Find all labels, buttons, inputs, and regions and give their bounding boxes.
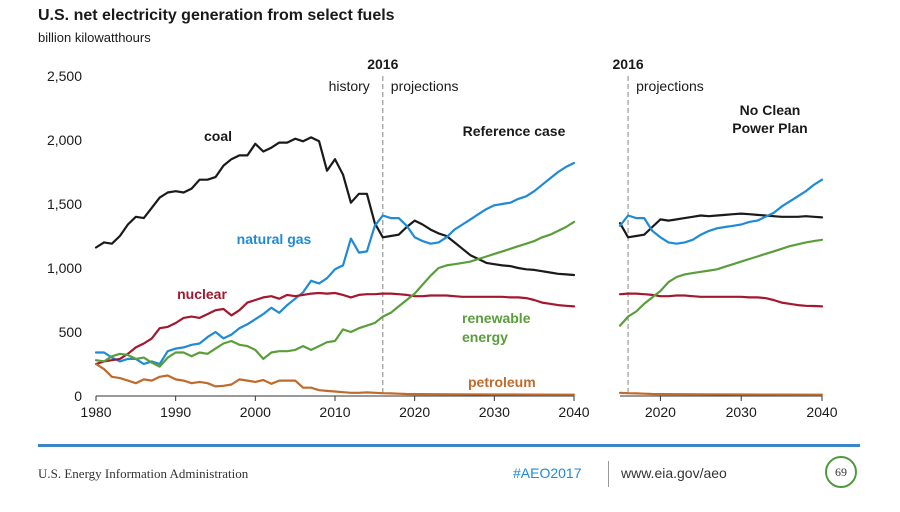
y-tick-label: 2,000 [47,132,82,148]
natural-gas-series-label: natural gas [237,231,312,247]
marker-year-label: 2016 [367,56,398,72]
footer-separator [608,461,609,487]
y-tick-label: 500 [59,324,83,340]
renewable-series-label: energy [462,329,508,345]
x-tick-label: 1980 [80,404,111,420]
case-label-reference: Reference case [463,123,566,139]
marker-year-label: 2016 [613,56,644,72]
coal-series-line [94,136,576,277]
petroleum-series-line [618,391,824,396]
x-tick-label: 2040 [806,404,837,420]
petroleum-series-label: petroleum [468,374,536,390]
natural-gas-series-line [618,178,824,245]
case-label-no-clean-power-plan: Power Plan [732,120,807,136]
renewable-series-label: renewable [462,310,531,326]
projections-label: projections [636,78,704,94]
x-tick-label: 2000 [240,404,271,420]
chart-subtitle: billion kilowatthours [38,30,151,45]
case-label-no-clean-power-plan: No Clean [740,102,801,118]
nuclear-series-line [94,291,576,366]
footer-organization: U.S. Energy Information Administration [38,466,249,481]
no-clean-power-plan-panel: 2020 2030 2040 2016 projections No Clean Power… [613,56,838,420]
x-tick-label: 2030 [479,404,510,420]
y-tick-label: 2,500 [47,68,82,84]
chart-title: U.S. net electricity generation from sel… [38,7,395,24]
y-tick-label: 1,000 [47,260,82,276]
footer-rule [38,444,860,447]
x-tick-label: 1990 [160,404,191,420]
x-tick-label: 2010 [319,404,350,420]
natural-gas-series-line [94,161,576,366]
nuclear-series-label: nuclear [177,286,227,302]
chart-canvas: 1980 1990 2000 2010 2020 2030 2040 0 500 1,000 1,5… [47,56,838,420]
page-number-badge: 69 [825,456,857,488]
petroleum-series-line [94,362,576,396]
y-tick-label: 1,500 [47,196,82,212]
renewable-series-line [94,220,576,368]
footer-hashtag[interactable]: #AEO2017 [513,465,582,481]
footer-url-link[interactable]: www.eia.gov/aeo [621,465,727,481]
history-label: history [329,78,370,94]
x-tick-label: 2030 [726,404,757,420]
projections-label: projections [391,78,459,94]
coal-series-label: coal [204,128,232,144]
x-tick-label: 2020 [399,404,430,420]
coal-series-line [618,212,824,239]
x-tick-label: 2020 [645,404,676,420]
y-tick-label: 0 [74,388,82,404]
renewable-series-line [618,238,824,327]
x-tick-label: 2040 [558,404,589,420]
reference-case-panel: 1980 1990 2000 2010 2020 2030 2040 0 500 1,000 1,5… [47,56,590,420]
